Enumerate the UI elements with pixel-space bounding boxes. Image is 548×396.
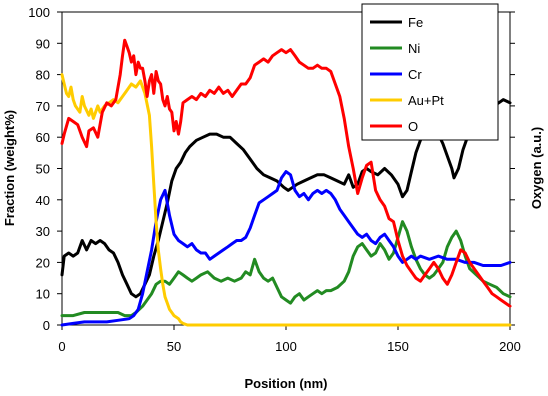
series-line-o [60, 38, 512, 308]
y-tick-label: 100 [28, 5, 50, 20]
x-tick-label: 150 [387, 339, 409, 354]
y-tick-label: 40 [36, 193, 50, 208]
legend-items: Fe Ni Cr Au+Pt O [370, 15, 444, 134]
legend-label: Au+Pt [408, 93, 444, 108]
x-tick-label: 50 [167, 339, 181, 354]
y-tick-label: 10 [36, 287, 50, 302]
series-line-au-pt [60, 73, 512, 327]
y-tick-label: 50 [36, 162, 50, 177]
series-line-ni [60, 220, 512, 318]
series-layer [60, 38, 512, 327]
legend-label: Ni [408, 41, 420, 56]
legend-box [361, 3, 499, 141]
x-tick-label: 0 [58, 339, 65, 354]
y-tick-label: 60 [36, 130, 50, 145]
y-tick-label: 70 [36, 99, 50, 114]
y-tick-label: 20 [36, 255, 50, 270]
series-line-fe [60, 98, 512, 299]
x-axis: 0 50 100 150 200 [58, 325, 521, 354]
legend-label: Fe [408, 15, 423, 30]
secondary-y-axis-title: Oxygen (a.u.) [529, 127, 544, 209]
x-tick-label: 100 [275, 339, 297, 354]
y-tick-label: 0 [43, 318, 50, 333]
y-axis: 0 10 20 30 40 50 60 70 80 90 100 [28, 5, 62, 333]
secondary-y-axis [510, 11, 515, 326]
legend: Fe Ni Cr Au+Pt O [361, 3, 499, 141]
y-axis-title: Fraction (weight%) [2, 110, 17, 226]
y-tick-label: 30 [36, 224, 50, 239]
series-line-cr [60, 170, 512, 327]
y-tick-label: 80 [36, 68, 50, 83]
x-tick-label: 200 [499, 339, 521, 354]
x-axis-title: Position (nm) [244, 376, 327, 391]
legend-label: Cr [408, 67, 422, 82]
y-tick-label: 90 [36, 36, 50, 51]
legend-label: O [408, 119, 418, 134]
